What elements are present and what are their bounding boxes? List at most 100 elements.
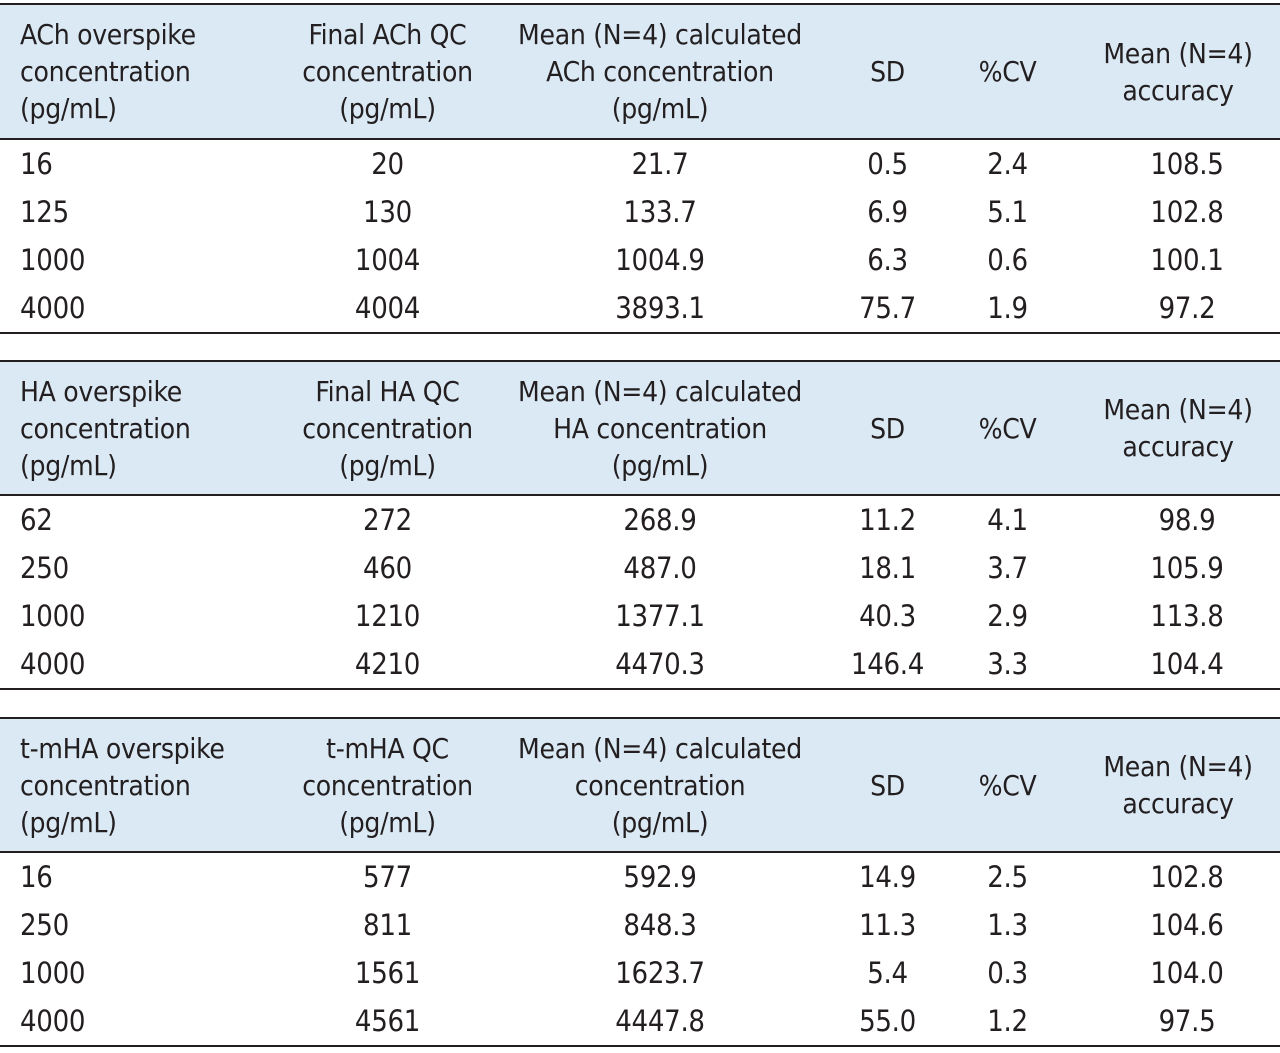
header-overspike-concentration: t-mHA overspike concentration (pg/mL) [0, 717, 275, 853]
cell-sd: 5.4 [867, 956, 908, 990]
table-row: 250 811 848.3 11.3 1.3 104.6 [0, 901, 1280, 949]
cell-overspike: 250 [20, 908, 69, 942]
cell-accuracy: 97.2 [1060, 284, 1280, 334]
cell-final-qc: 272 [363, 503, 412, 537]
header-mean-calculated-concentration: Mean (N=4) calculated concentration (pg/mL… [500, 717, 820, 853]
table-row: 16 20 21.7 0.5 2.4 108.5 [0, 139, 1280, 188]
cell-qc: 811 [363, 908, 412, 942]
cell-accuracy: 108.5 [1150, 147, 1224, 181]
cell-accuracy: 102.8 [1150, 195, 1224, 229]
cell-mean-calculated: 487.0 [623, 551, 697, 585]
table-header-row: ACh overspike concentration (pg/mL) Final … [0, 3, 1280, 140]
cell-sd: 18.1 [859, 551, 916, 585]
header-cv: %CV [955, 3, 1060, 140]
cell-mean-calculated: 21.7 [631, 147, 689, 181]
cell-cv: 1.9 [955, 284, 1060, 334]
table-row: 16 577 592.9 14.9 2.5 102.8 [0, 852, 1280, 901]
cell-sd: 0.5 [867, 147, 908, 181]
cell-accuracy: 104.6 [1150, 908, 1224, 942]
cell-mean-calculated: 4470.3 [500, 640, 820, 690]
cell-mean-calculated: 268.9 [623, 503, 697, 537]
cell-mean-calculated: 1623.7 [615, 956, 705, 990]
cell-sd: 11.2 [859, 503, 916, 537]
cell-qc: 1561 [354, 956, 421, 990]
cell-sd: 40.3 [859, 599, 916, 633]
table-row: 4000 4004 3893.1 75.7 1.9 97.2 [0, 284, 1280, 334]
cell-overspike: 1000 [20, 599, 86, 633]
header-mean-accuracy: Mean (N=4) accuracy [1060, 3, 1280, 140]
cell-accuracy: 102.8 [1150, 860, 1224, 894]
table-row: 125 130 133.7 6.9 5.1 102.8 [0, 188, 1280, 236]
table-row: 1000 1561 1623.7 5.4 0.3 104.0 [0, 949, 1280, 997]
cell-cv: 1.2 [955, 997, 1060, 1047]
header-final-qc-concentration: Final ACh QC concentration (pg/mL) [275, 3, 500, 140]
cell-sd: 146.4 [820, 640, 955, 690]
cell-final-qc: 460 [363, 551, 412, 585]
cell-qc: 4561 [275, 997, 500, 1047]
cell-overspike: 4000 [0, 997, 275, 1047]
cell-cv: 3.3 [955, 640, 1060, 690]
table-row: 62 272 268.9 11.2 4.1 98.9 [0, 495, 1280, 544]
header-overspike-concentration: ACh overspike concentration (pg/mL) [0, 3, 275, 140]
cell-overspike: 4000 [0, 284, 275, 334]
table-row: 4000 4210 4470.3 146.4 3.3 104.4 [0, 640, 1280, 690]
cell-final-qc: 4210 [275, 640, 500, 690]
cell-accuracy: 104.4 [1060, 640, 1280, 690]
cell-sd: 11.3 [859, 908, 916, 942]
cell-cv: 5.1 [987, 195, 1028, 229]
cell-accuracy: 113.8 [1150, 599, 1224, 633]
cell-mean-calculated: 592.9 [623, 860, 697, 894]
cell-sd: 6.9 [867, 195, 908, 229]
cell-mean-calculated: 848.3 [623, 908, 697, 942]
table-header-row: t-mHA overspike concentration (pg/mL) t-mH… [0, 717, 1280, 853]
cell-overspike: 62 [20, 503, 53, 537]
cell-overspike: 16 [20, 860, 53, 894]
cell-accuracy: 97.5 [1060, 997, 1280, 1047]
cell-accuracy: 100.1 [1150, 243, 1224, 277]
header-sd: SD [820, 3, 955, 140]
cell-cv: 2.9 [987, 599, 1028, 633]
cell-accuracy: 98.9 [1158, 503, 1216, 537]
cell-mean-calculated: 1377.1 [615, 599, 705, 633]
cell-mean-calculated: 3893.1 [500, 284, 820, 334]
header-mean-calculated-concentration: Mean (N=4) calculated ACh concentration (p… [500, 3, 820, 140]
header-sd: SD [820, 717, 955, 853]
cell-sd: 75.7 [820, 284, 955, 334]
table-row: 1000 1210 1377.1 40.3 2.9 113.8 [0, 592, 1280, 640]
cell-final-qc: 1210 [354, 599, 421, 633]
cell-sd: 6.3 [867, 243, 908, 277]
header-mean-accuracy: Mean (N=4) accuracy [1060, 360, 1280, 496]
tmha-qc-table: t-mHA overspike concentration (pg/mL) t-mH… [0, 717, 1280, 1047]
header-cv: %CV [955, 717, 1060, 853]
cell-mean-calculated: 1004.9 [615, 243, 705, 277]
cell-final-qc: 20 [371, 147, 404, 181]
cell-cv: 0.6 [987, 243, 1028, 277]
table-row: 1000 1004 1004.9 6.3 0.6 100.1 [0, 236, 1280, 284]
cell-final-qc: 130 [363, 195, 412, 229]
cell-mean-calculated: 133.7 [623, 195, 697, 229]
cell-mean-calculated: 4447.8 [500, 997, 820, 1047]
cell-cv: 1.3 [987, 908, 1028, 942]
table-header-row: HA overspike concentration (pg/mL) Final H… [0, 360, 1280, 496]
ha-qc-table: HA overspike concentration (pg/mL) Final H… [0, 360, 1280, 690]
cell-final-qc: 1004 [354, 243, 421, 277]
cell-sd: 55.0 [820, 997, 955, 1047]
header-sd: SD [820, 360, 955, 496]
table-row: 4000 4561 4447.8 55.0 1.2 97.5 [0, 997, 1280, 1047]
cell-overspike: 250 [20, 551, 69, 585]
cell-accuracy: 105.9 [1150, 551, 1224, 585]
cell-overspike: 1000 [20, 956, 86, 990]
cell-overspike: 1000 [20, 243, 86, 277]
header-mean-calculated-concentration: Mean (N=4) calculated HA concentration (pg… [500, 360, 820, 496]
ach-qc-table: ACh overspike concentration (pg/mL) Final … [0, 3, 1280, 334]
cell-accuracy: 104.0 [1150, 956, 1224, 990]
header-cv: %CV [955, 360, 1060, 496]
header-qc-concentration: t-mHA QC concentration (pg/mL) [275, 717, 500, 853]
cell-cv: 0.3 [987, 956, 1028, 990]
cell-overspike: 125 [20, 195, 69, 229]
cell-cv: 4.1 [987, 503, 1028, 537]
header-mean-accuracy: Mean (N=4) accuracy [1060, 717, 1280, 853]
header-overspike-concentration: HA overspike concentration (pg/mL) [0, 360, 275, 496]
cell-sd: 14.9 [859, 860, 916, 894]
